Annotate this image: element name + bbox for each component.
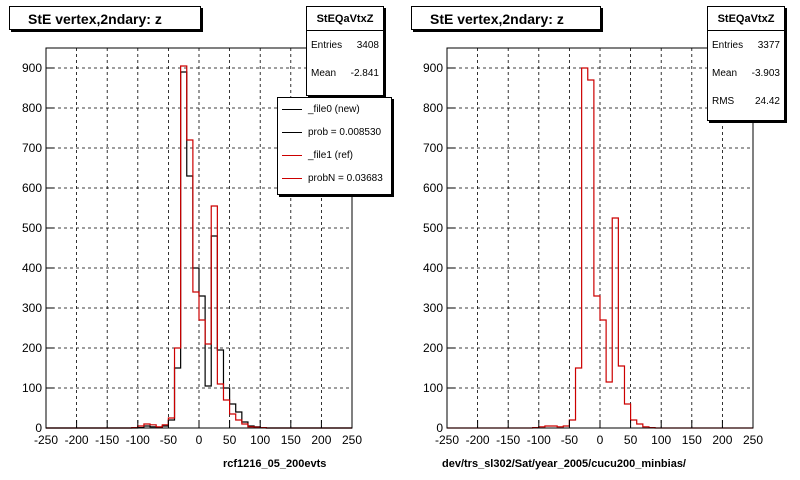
right-stats-row-mean: Mean -3.903 (708, 59, 784, 87)
left-histogram-plot: -250 -200 -150 -100 -50 0 50 100 150 200 250 0 100 20… (22, 47, 362, 447)
y-tick-label: 600 (423, 181, 443, 195)
left-title-text: StE vertex,2ndary: z (28, 11, 162, 27)
stats-value: 3377 (757, 39, 780, 51)
y-tick-label: 800 (423, 101, 443, 115)
x-tick-label: -50 (561, 433, 579, 447)
stats-label: Entries (712, 39, 744, 51)
x-tick-label: 100 (250, 433, 270, 447)
y-tick-label: 800 (22, 101, 42, 115)
right-stats-row-rms: RMS 24.42 (708, 87, 784, 115)
stats-label: Mean (712, 67, 738, 79)
legend-label: probN = 0.03683 (308, 173, 383, 184)
legend-label: prob = 0.008530 (308, 127, 382, 138)
x-tick-label: 50 (223, 433, 237, 447)
legend-entry-prob: prob = 0.008530 (278, 121, 391, 144)
y-tick-label: 300 (423, 301, 443, 315)
stats-label: Mean (311, 67, 337, 79)
stats-value: -3.903 (751, 67, 780, 79)
y-tick-label: 400 (423, 261, 443, 275)
y-tick-label: 200 (22, 341, 42, 355)
stats-value: 24.42 (754, 95, 780, 107)
y-tick-label: 200 (423, 341, 443, 355)
stats-value: 3408 (356, 39, 379, 51)
x-tick-label: 150 (281, 433, 301, 447)
y-tick-label: 400 (22, 261, 42, 275)
stats-value: -2.841 (350, 67, 379, 79)
y-tick-label: 900 (423, 61, 443, 75)
legend-label: _file0 (new) (308, 104, 360, 115)
x-tick-label: -250 (435, 433, 459, 447)
x-tick-label: -200 (65, 433, 89, 447)
y-tick-label: 600 (22, 181, 42, 195)
x-tick-label: -150 (95, 433, 119, 447)
x-tick-label: 100 (651, 433, 671, 447)
y-tick-label: 300 (22, 301, 42, 315)
y-tick-label: 0 (35, 421, 42, 435)
legend-entry-ref: _file1 (ref) (278, 144, 391, 167)
y-tick-label: 100 (22, 381, 42, 395)
y-tick-label: 0 (436, 421, 443, 435)
right-stats-row-entries: Entries 3377 (708, 31, 784, 59)
legend-line-probn (282, 178, 302, 179)
y-tick-label: 100 (423, 381, 443, 395)
right-stats-name: StEQaVtxZ (708, 7, 784, 31)
right-title-text: StE vertex,2ndary: z (430, 11, 564, 27)
stats-label: RMS (712, 95, 735, 107)
right-histogram-title: StE vertex,2ndary: z (411, 6, 601, 30)
y-tick-label: 700 (22, 141, 42, 155)
legend-entry-probn: probN = 0.03683 (278, 167, 391, 190)
left-stats-box: StEQaVtxZ Entries 3408 Mean -2.841 (306, 6, 384, 96)
y-tick-label: 500 (22, 221, 42, 235)
left-stats-row-mean: Mean -2.841 (307, 59, 383, 87)
left-stats-row-entries: Entries 3408 (307, 31, 383, 59)
left-histogram-title: StE vertex,2ndary: z (9, 6, 201, 30)
x-tick-label: -200 (466, 433, 490, 447)
x-tick-label: 0 (597, 433, 604, 447)
left-stats-name: StEQaVtxZ (307, 7, 383, 31)
x-tick-label: -250 (34, 433, 58, 447)
x-tick-label: 50 (624, 433, 638, 447)
y-tick-label: 900 (22, 61, 42, 75)
left-legend: _file0 (new) prob = 0.008530 _file1 (ref… (277, 97, 392, 195)
stats-label: Entries (311, 39, 343, 51)
x-tick-label: 200 (311, 433, 331, 447)
legend-line-prob (282, 132, 302, 133)
x-tick-label: -50 (160, 433, 178, 447)
x-tick-label: -100 (527, 433, 551, 447)
y-tick-label: 700 (423, 141, 443, 155)
x-tick-label: 200 (712, 433, 732, 447)
x-tick-label: 150 (682, 433, 702, 447)
legend-label: _file1 (ref) (308, 150, 354, 161)
right-histogram-plot: -250 -200 -150 -100 -50 0 50 100 150 200 250 0 100 20… (423, 47, 763, 447)
x-tick-label: 250 (342, 433, 362, 447)
right-run-label: dev/trs_sl302/Sat/year_2005/cucu200_minb… (442, 458, 686, 470)
left-run-label: rcf1216_05_200evts (223, 458, 327, 470)
right-stats-box: StEQaVtxZ Entries 3377 Mean -3.903 RMS 2… (707, 6, 785, 121)
legend-entry-new: _file0 (new) (278, 98, 391, 121)
legend-line-ref (282, 155, 302, 156)
x-tick-label: -100 (126, 433, 150, 447)
y-tick-label: 500 (423, 221, 443, 235)
legend-line-new (282, 109, 302, 110)
x-tick-label: 250 (743, 433, 763, 447)
x-tick-label: -150 (496, 433, 520, 447)
x-tick-label: 0 (196, 433, 203, 447)
